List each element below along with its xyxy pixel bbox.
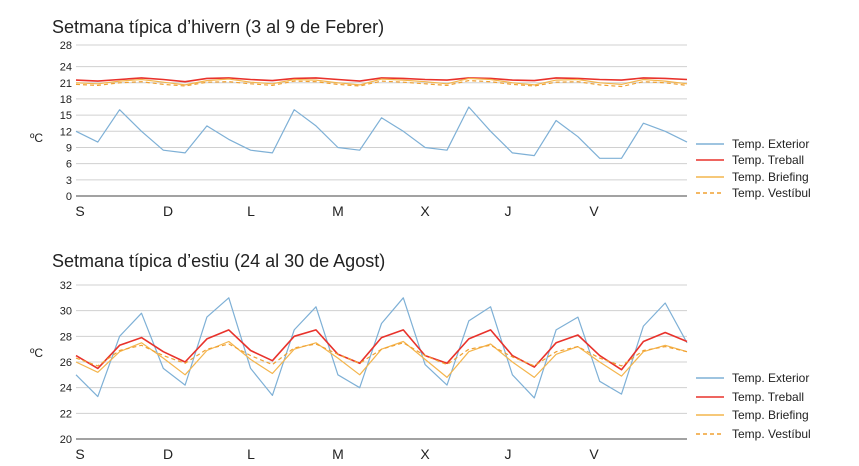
legend-label: Temp. Treball (732, 153, 804, 167)
y-tick-label: 30 (60, 306, 72, 318)
x-tick-label-S: S (75, 446, 84, 462)
legend-label: Temp. Exterior (732, 371, 809, 385)
x-tick-label-J: J (505, 446, 512, 462)
chart-title: Setmana típica d’hivern (3 al 9 de Febre… (52, 17, 384, 37)
series-line-temp-vest-bul (75, 79, 688, 88)
y-axis-label: ºC (30, 131, 43, 145)
legend-label: Temp. Briefing (732, 170, 809, 184)
x-tick-label-D: D (163, 446, 173, 462)
x-tick-label-D: D (163, 203, 173, 219)
chart-1: Setmana típica d’hivern (3 al 9 de Febre… (30, 17, 811, 219)
y-tick-label: 15 (60, 110, 72, 122)
x-tick-label-X: X (420, 203, 430, 219)
y-tick-label: 26 (60, 357, 72, 369)
series-line-temp-briefing (75, 77, 688, 86)
y-tick-label: 20 (60, 434, 72, 446)
series-line-temp-treball (75, 77, 688, 83)
y-tick-label: 24 (60, 62, 72, 74)
y-tick-label: 21 (60, 78, 72, 90)
series-line-temp-treball (75, 329, 688, 371)
y-tick-label: 28 (60, 331, 72, 343)
x-tick-label-L: L (247, 203, 255, 219)
x-tick-label-S: S (75, 203, 84, 219)
x-tick-label-L: L (247, 446, 255, 462)
chart-2: Setmana típica d’estiu (24 al 30 de Agos… (30, 251, 811, 462)
series-line-temp-exterior (75, 106, 688, 159)
legend-label: Temp. Treball (732, 390, 804, 404)
legend-label: Temp. Vestíbul (732, 186, 811, 200)
x-tick-label-X: X (420, 446, 430, 462)
y-tick-label: 12 (60, 126, 72, 138)
x-tick-label-M: M (332, 203, 344, 219)
y-tick-label: 3 (66, 175, 72, 187)
y-tick-label: 6 (66, 159, 72, 171)
legend-label: Temp. Vestíbul (732, 427, 811, 441)
legend-label: Temp. Briefing (732, 408, 809, 422)
x-tick-label-V: V (589, 446, 599, 462)
series-line-temp-vest-bul (75, 342, 688, 367)
y-tick-label: 22 (60, 408, 72, 420)
y-tick-label: 0 (66, 191, 72, 203)
y-tick-label: 18 (60, 94, 72, 106)
x-tick-label-J: J (505, 203, 512, 219)
y-tick-label: 9 (66, 142, 72, 154)
x-tick-label-M: M (332, 446, 344, 462)
y-tick-label: 28 (60, 40, 72, 52)
series-line-temp-exterior (75, 297, 688, 399)
legend-label: Temp. Exterior (732, 137, 809, 151)
x-tick-label-V: V (589, 203, 599, 219)
y-tick-label: 32 (60, 280, 72, 292)
y-axis-label: ºC (30, 346, 43, 360)
chart-title: Setmana típica d’estiu (24 al 30 de Agos… (52, 251, 385, 271)
y-tick-label: 24 (60, 383, 72, 395)
